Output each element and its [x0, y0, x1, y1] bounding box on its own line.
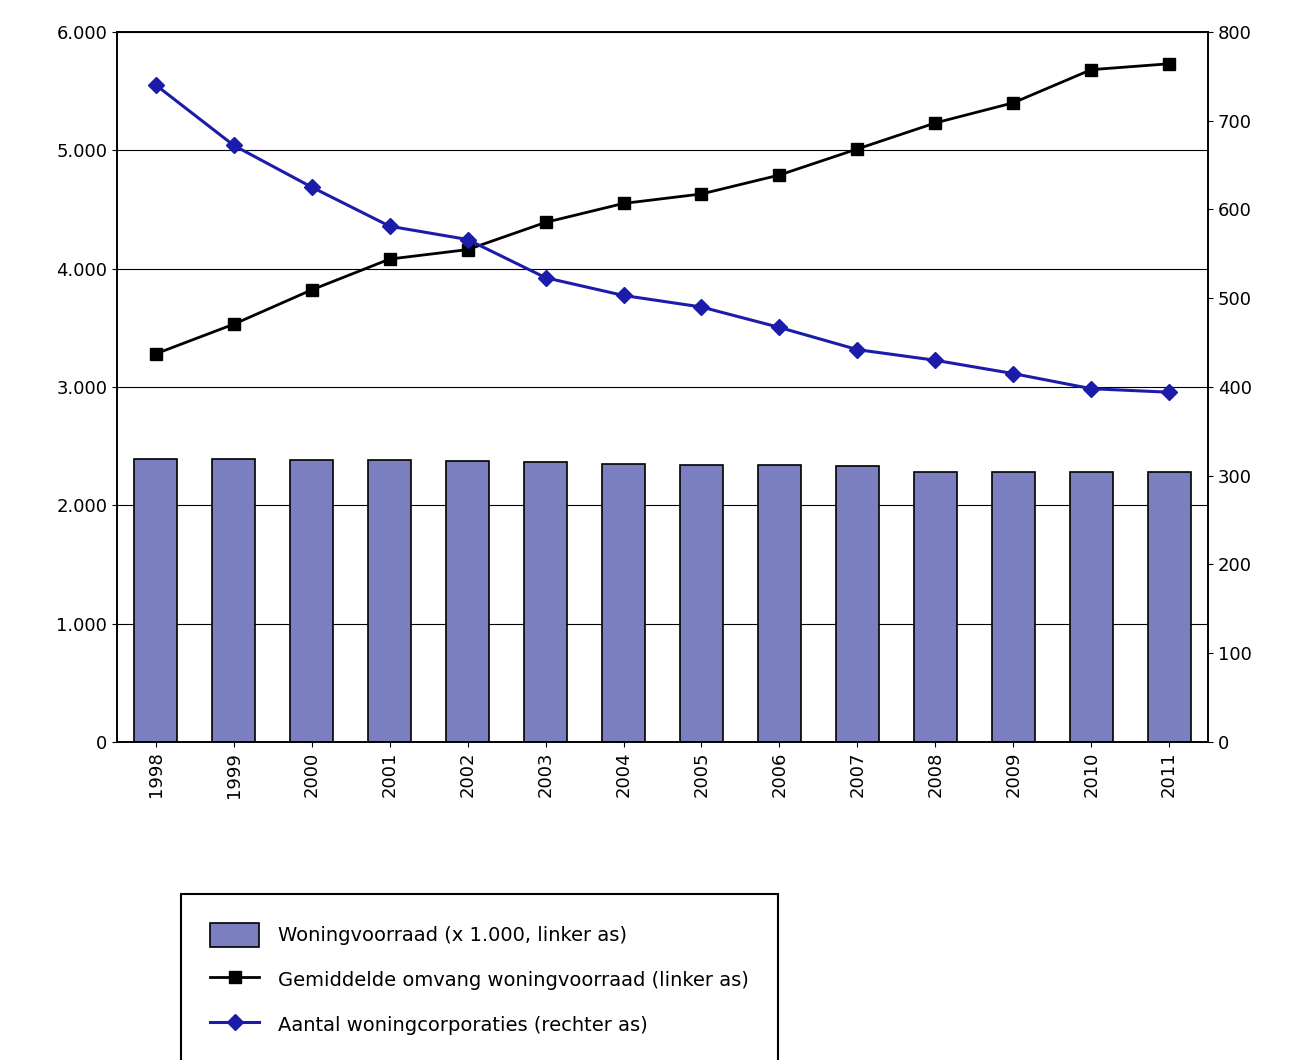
Bar — [1069, 472, 1112, 742]
Bar — [369, 460, 410, 742]
Bar — [134, 459, 177, 742]
Bar — [837, 466, 878, 742]
Bar — [681, 465, 722, 742]
Bar — [601, 463, 644, 742]
Bar — [447, 460, 488, 742]
Bar — [1147, 472, 1190, 742]
Bar — [757, 465, 800, 742]
Bar — [291, 460, 333, 742]
Bar — [913, 472, 956, 742]
Bar — [991, 472, 1034, 742]
Legend: Woningvoorraad (x 1.000, linker as), Gemiddelde omvang woningvoorraad (linker as: Woningvoorraad (x 1.000, linker as), Gem… — [181, 894, 778, 1060]
Bar — [523, 462, 566, 742]
Bar — [212, 459, 255, 742]
